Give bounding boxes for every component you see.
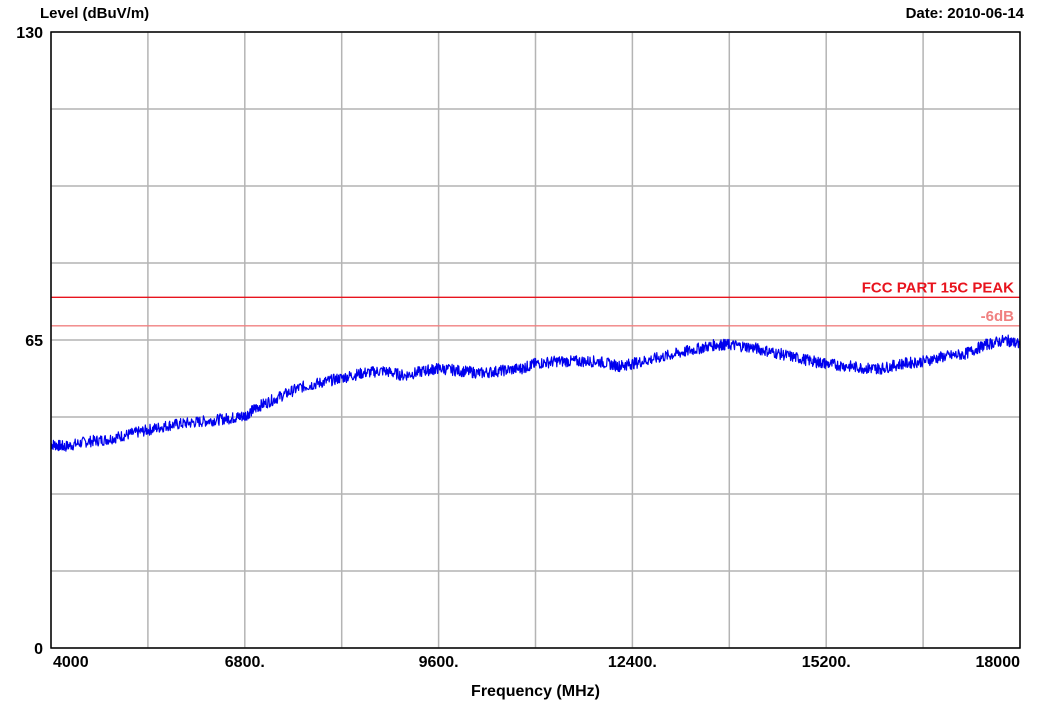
data-point: [320, 382, 321, 383]
limit-line-label: FCC PART 15C PEAK: [862, 279, 1014, 296]
data-point: [521, 368, 522, 369]
data-point: [881, 368, 882, 369]
data-point: [673, 354, 674, 355]
data-point: [424, 370, 425, 371]
data-point: [943, 356, 944, 357]
data-point: [576, 361, 577, 362]
y-axis-label: Level (dBuV/m): [40, 5, 150, 22]
x-tick-label: 12400.: [608, 654, 657, 671]
data-point: [147, 429, 148, 430]
limit-line-label: -6dB: [981, 308, 1015, 325]
data-point: [168, 425, 169, 426]
data-point: [230, 418, 231, 419]
data-point: [556, 361, 557, 362]
series-line: [50, 334, 1021, 452]
data-point: [791, 356, 792, 357]
data-point: [867, 368, 868, 369]
data-point: [694, 349, 695, 350]
data-point: [258, 406, 259, 407]
data-point: [632, 363, 633, 364]
data-point: [749, 347, 750, 348]
data-point: [383, 370, 384, 371]
x-tick-label: 9600.: [419, 654, 459, 671]
data-point: [618, 365, 619, 366]
x-tick-label: 15200.: [802, 654, 851, 671]
data-point: [279, 396, 280, 397]
y-tick-label: 130: [16, 25, 43, 42]
series-group: [50, 334, 1021, 452]
x-tick-labels: 4000 6800. 9600. 12400. 15200. 18000: [53, 654, 1020, 671]
data-point: [300, 387, 301, 388]
data-point: [341, 377, 342, 378]
data-point: [985, 344, 986, 345]
data-point: [500, 370, 501, 371]
data-point: [902, 363, 903, 364]
data-point: [106, 439, 107, 440]
date-label: Date: 2010-06-14: [905, 5, 1024, 22]
data-point: [597, 361, 598, 362]
limit-lines: FCC PART 15C PEAK -6dB: [51, 279, 1020, 327]
x-tick-label: 18000: [976, 654, 1021, 671]
data-point: [535, 363, 536, 364]
data-point: [244, 415, 245, 416]
data-point: [459, 370, 460, 371]
data-point: [127, 434, 128, 435]
data-point: [729, 344, 730, 345]
data-point: [653, 358, 654, 359]
data-point: [438, 368, 439, 369]
data-point: [210, 420, 211, 421]
y-tick-label: 0: [34, 641, 43, 658]
data-point: [85, 441, 86, 442]
data-point: [362, 373, 363, 374]
data-point: [189, 422, 190, 423]
y-tick-label: 65: [25, 333, 43, 350]
plot-frame: [50, 31, 1021, 649]
data-point: [770, 351, 771, 352]
data-point: [923, 361, 924, 362]
data-point: [480, 373, 481, 374]
y-tick-labels: 130 65 0: [16, 25, 43, 658]
x-tick-label: 6800.: [225, 654, 265, 671]
data-point: [812, 361, 813, 362]
data-point: [846, 365, 847, 366]
data-point: [1006, 339, 1007, 340]
x-axis-label: Frequency (MHz): [471, 683, 600, 700]
data-point: [64, 446, 65, 447]
data-point: [964, 354, 965, 355]
data-point: [403, 375, 404, 376]
data-point: [715, 344, 716, 345]
data-point: [826, 363, 827, 364]
x-tick-label: 4000: [53, 654, 89, 671]
